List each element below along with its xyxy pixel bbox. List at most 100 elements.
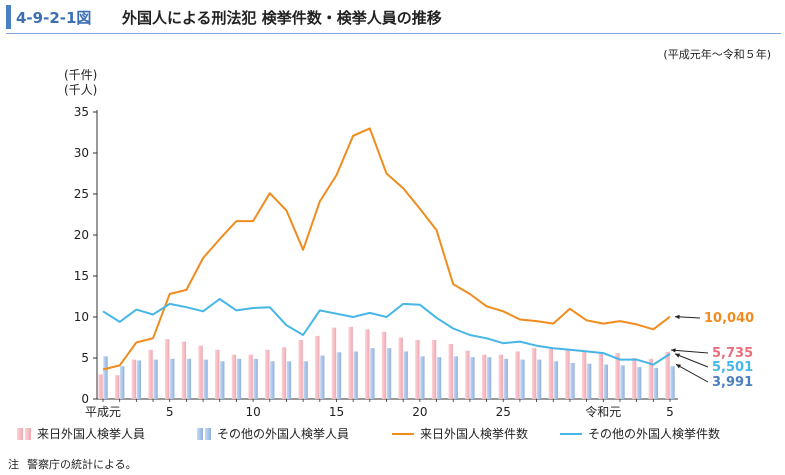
- bar-visitor-persons: [298, 339, 303, 399]
- end-value-label: 5,735: [712, 346, 753, 361]
- x-tick-label: 令和元: [585, 404, 621, 419]
- figure-title: 外国人による刑法犯 検挙件数・検挙人員の推移: [122, 9, 442, 27]
- legend-swatch-bar: [205, 428, 211, 440]
- bar-other-persons: [436, 357, 442, 399]
- bar-other-persons: [153, 359, 158, 399]
- bar-other-persons: [320, 355, 325, 399]
- bar-visitor-persons: [648, 358, 654, 399]
- end-label-leader: [670, 349, 709, 354]
- y-tick-label: 20: [74, 228, 89, 242]
- bar-visitor-persons: [281, 347, 287, 399]
- bar-other-persons: [586, 363, 592, 399]
- footnote: 注警察庁の統計による。: [8, 456, 137, 472]
- bar-other-persons: [203, 359, 208, 399]
- bar-visitor-persons: [448, 344, 453, 399]
- y-axis-unit-label: (千人): [64, 83, 97, 97]
- end-label-leader: [674, 353, 709, 368]
- legend-swatch-bar: [25, 428, 31, 440]
- legend-swatch-bar: [17, 428, 23, 440]
- legend-label: 来日外国人検挙人員: [37, 427, 145, 441]
- bar-other-persons: [303, 361, 308, 399]
- bar-other-persons: [236, 358, 242, 399]
- y-axis-unit-label: (千件): [64, 68, 97, 82]
- bar-visitor-persons: [114, 375, 120, 399]
- end-label-arrowhead: [676, 364, 681, 369]
- x-tick-label: 5: [166, 405, 174, 419]
- x-tick-label: 25: [496, 405, 511, 419]
- bar-other-persons: [420, 356, 425, 399]
- bar-other-persons: [553, 361, 558, 399]
- bar-other-persons: [503, 358, 508, 399]
- y-tick-label: 25: [74, 187, 89, 201]
- bar-other-persons: [119, 366, 125, 399]
- bar-other-persons: [336, 352, 342, 399]
- bar-other-persons: [620, 365, 625, 399]
- bar-visitor-persons: [181, 341, 187, 399]
- y-tick-label: 10: [74, 310, 89, 324]
- bar-visitor-persons: [365, 329, 370, 399]
- bar-visitor-persons: [531, 348, 537, 399]
- bar-visitor-persons: [348, 326, 353, 399]
- bar-visitor-persons: [248, 354, 253, 399]
- x-tick-label: 20: [412, 405, 427, 419]
- bar-other-persons: [370, 348, 375, 399]
- bar-other-persons: [520, 359, 525, 399]
- y-tick-label: 15: [74, 269, 89, 283]
- end-label-arrowhead: [675, 314, 680, 320]
- bar-other-persons: [186, 358, 192, 399]
- header-accent-bar: [6, 5, 11, 29]
- bar-other-persons: [636, 367, 642, 399]
- bar-other-persons: [670, 366, 675, 399]
- bar-other-persons: [386, 348, 392, 399]
- bar-visitor-persons: [231, 354, 237, 399]
- y-tick-label: 35: [74, 105, 89, 119]
- y-tick-label: 5: [81, 351, 89, 365]
- bar-other-persons: [403, 351, 408, 399]
- bar-other-persons: [353, 351, 358, 399]
- bar-visitor-persons: [481, 354, 487, 399]
- footnote-label: 注: [8, 458, 19, 471]
- bar-other-persons: [486, 357, 492, 399]
- bar-visitor-persons: [548, 348, 553, 399]
- bar-visitor-persons: [381, 331, 387, 399]
- line-other-cases: [102, 298, 671, 366]
- bar-other-persons: [453, 356, 458, 399]
- end-label-arrowhead: [675, 353, 680, 358]
- period-note: (平成元年～令和５年): [663, 48, 771, 61]
- footnote-text: 警察庁の統計による。: [27, 458, 137, 471]
- end-value-label: 10,040: [704, 311, 754, 326]
- bar-visitor-persons: [515, 351, 520, 399]
- bar-visitor-persons: [598, 352, 603, 399]
- end-value-label: 5,501: [712, 360, 753, 375]
- bar-other-persons: [103, 356, 108, 399]
- bar-other-persons: [286, 361, 292, 399]
- x-tick-label: 10: [245, 405, 260, 419]
- x-tick-label: 15: [329, 405, 344, 419]
- bar-other-persons: [170, 358, 175, 399]
- bar-other-persons: [536, 359, 542, 399]
- bar-visitor-persons: [265, 349, 270, 399]
- bar-other-persons: [220, 361, 225, 399]
- legend-swatch-bar: [197, 428, 203, 440]
- x-tick-label: 平成元: [85, 405, 121, 419]
- bar-visitor-persons: [431, 339, 437, 399]
- bar-visitor-persons: [398, 337, 403, 399]
- legend-label: その他の外国人検挙件数: [588, 426, 720, 441]
- bar-visitor-persons: [631, 358, 637, 399]
- x-tick-label: 5: [666, 405, 674, 419]
- line-visitor-cases: [102, 127, 671, 371]
- bar-other-persons: [253, 358, 258, 399]
- header-rule: [6, 33, 781, 34]
- y-tick-label: 30: [74, 146, 89, 160]
- figure-number: 4-9-2-1図: [16, 9, 92, 27]
- legend-label: その他の外国人検挙人員: [217, 427, 349, 441]
- bar-other-persons: [653, 367, 659, 399]
- bar-visitor-persons: [215, 349, 220, 399]
- bar-visitor-persons: [165, 339, 170, 399]
- bar-visitor-persons: [148, 349, 153, 399]
- figure-header: 4-9-2-1図 外国人による刑法犯 検挙件数・検挙人員の推移: [0, 0, 785, 34]
- bar-visitor-persons: [315, 335, 320, 399]
- legend-label: 来日外国人検挙件数: [420, 426, 528, 441]
- bar-other-persons: [470, 357, 475, 399]
